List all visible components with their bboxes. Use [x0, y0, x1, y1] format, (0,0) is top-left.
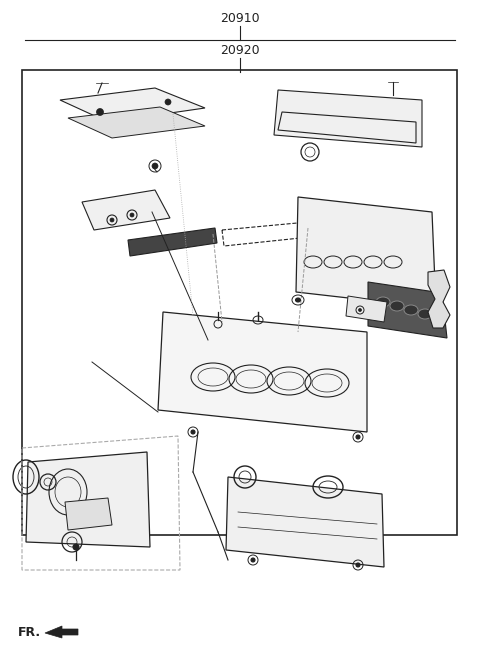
Polygon shape — [226, 477, 384, 567]
Text: 20920: 20920 — [220, 44, 260, 56]
Ellipse shape — [376, 297, 390, 307]
Text: FR.: FR. — [18, 625, 41, 638]
Polygon shape — [158, 312, 367, 432]
Ellipse shape — [356, 435, 360, 439]
Ellipse shape — [96, 109, 104, 116]
Ellipse shape — [152, 163, 158, 169]
Ellipse shape — [356, 563, 360, 567]
Polygon shape — [274, 90, 422, 147]
Polygon shape — [428, 270, 450, 328]
Ellipse shape — [404, 305, 418, 315]
Ellipse shape — [296, 298, 300, 302]
Polygon shape — [82, 190, 170, 230]
Ellipse shape — [390, 301, 404, 311]
Polygon shape — [60, 88, 205, 122]
Ellipse shape — [73, 544, 79, 550]
Polygon shape — [45, 626, 78, 638]
Polygon shape — [68, 107, 205, 138]
Polygon shape — [26, 452, 150, 547]
Polygon shape — [128, 228, 217, 256]
Text: 20910: 20910 — [220, 12, 260, 24]
Ellipse shape — [251, 558, 255, 562]
Ellipse shape — [359, 309, 361, 311]
Polygon shape — [296, 197, 436, 308]
Ellipse shape — [191, 430, 195, 434]
Ellipse shape — [165, 99, 171, 105]
Polygon shape — [346, 296, 387, 322]
Ellipse shape — [110, 218, 114, 222]
Polygon shape — [368, 282, 447, 338]
Ellipse shape — [130, 213, 134, 217]
Ellipse shape — [418, 309, 432, 319]
Polygon shape — [65, 498, 112, 530]
